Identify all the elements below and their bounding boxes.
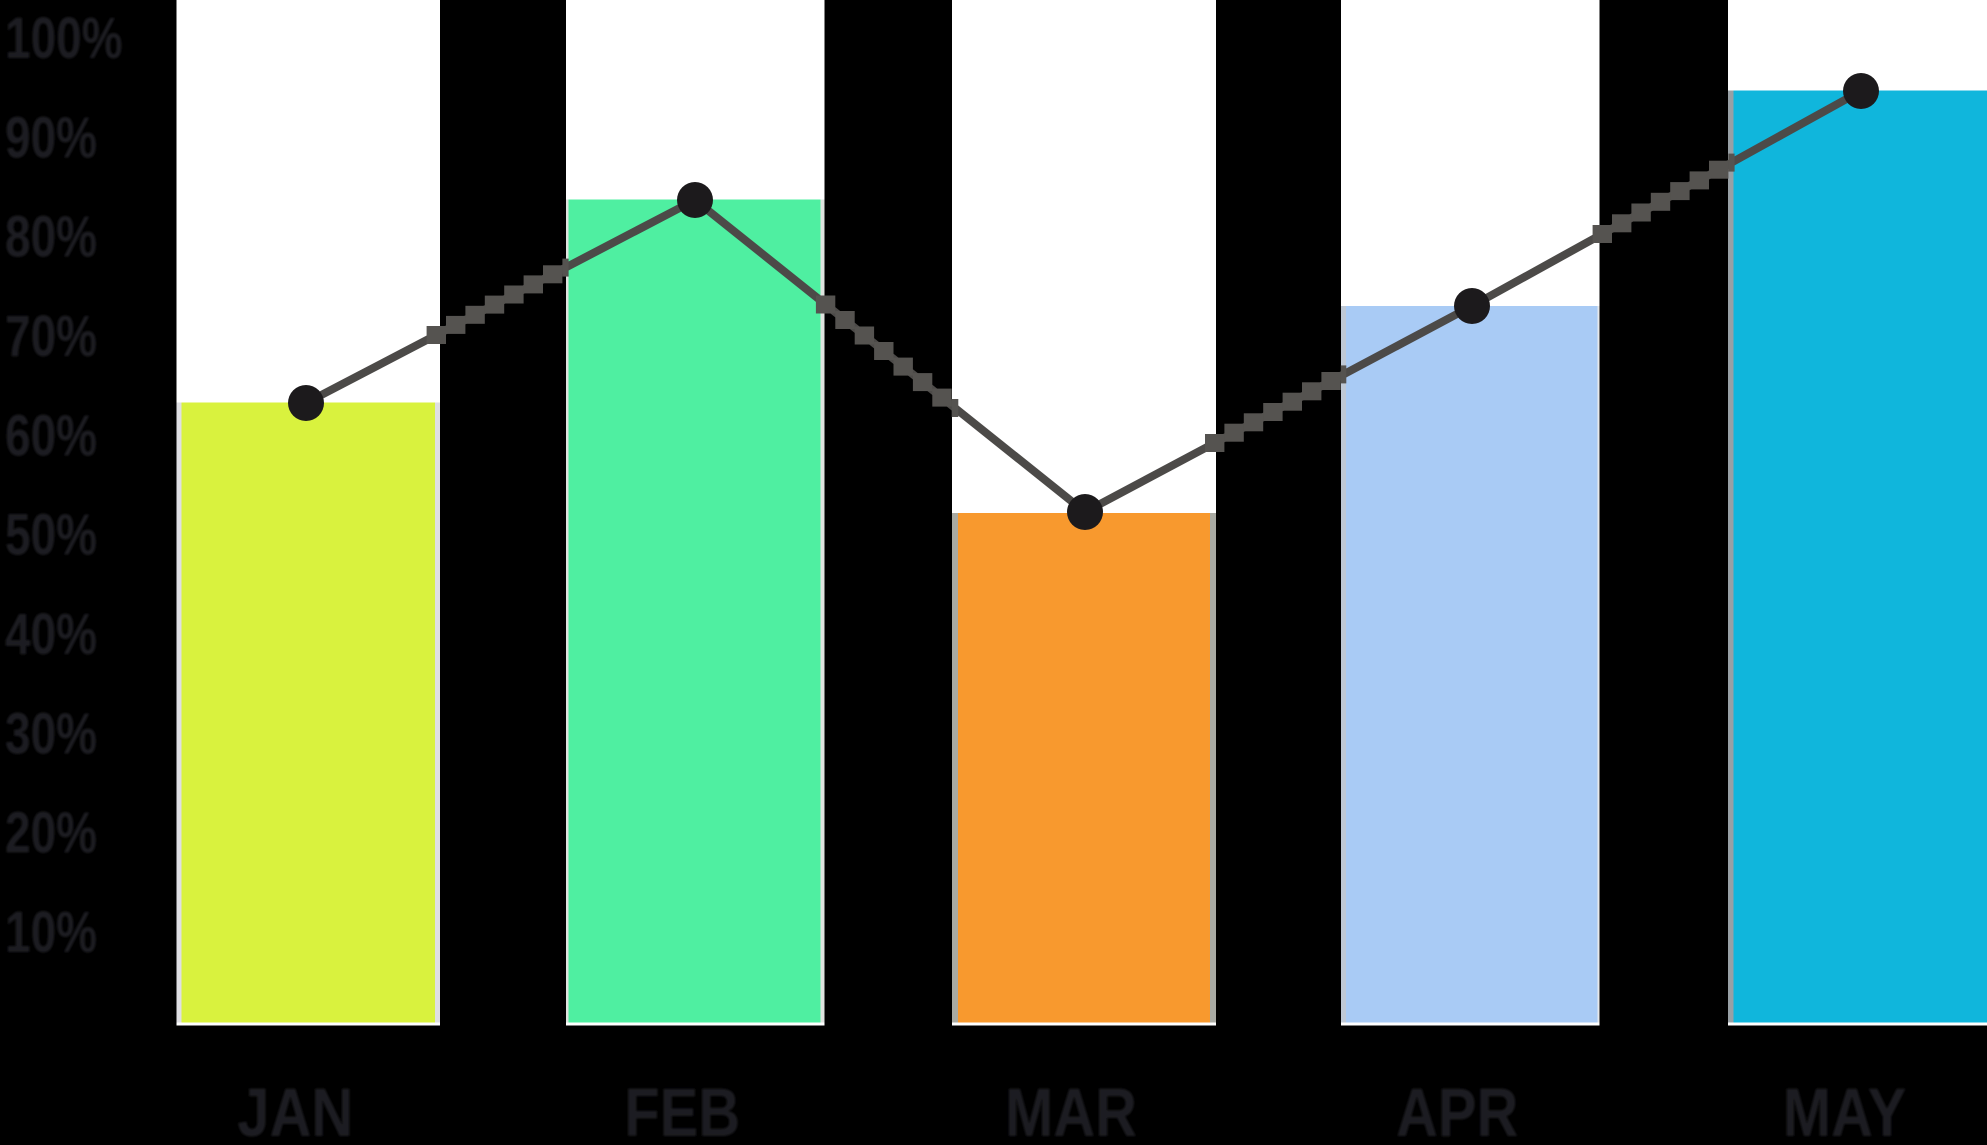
svg-text:MAR: MAR (1005, 1076, 1137, 1145)
svg-text:80%: 80% (5, 204, 97, 270)
svg-text:20%: 20% (5, 800, 97, 866)
svg-text:FEB: FEB (624, 1076, 740, 1145)
svg-text:10%: 10% (5, 900, 97, 966)
svg-text:50%: 50% (5, 502, 97, 568)
svg-text:MAY: MAY (1783, 1076, 1907, 1145)
svg-text:40%: 40% (5, 602, 97, 668)
svg-text:60%: 60% (5, 403, 97, 469)
svg-text:70%: 70% (5, 304, 97, 370)
svg-text:APR: APR (1396, 1076, 1518, 1145)
svg-text:JAN: JAN (237, 1076, 353, 1145)
svg-text:30%: 30% (5, 701, 97, 767)
svg-text:90%: 90% (5, 105, 97, 171)
svg-text:100%: 100% (5, 6, 123, 72)
